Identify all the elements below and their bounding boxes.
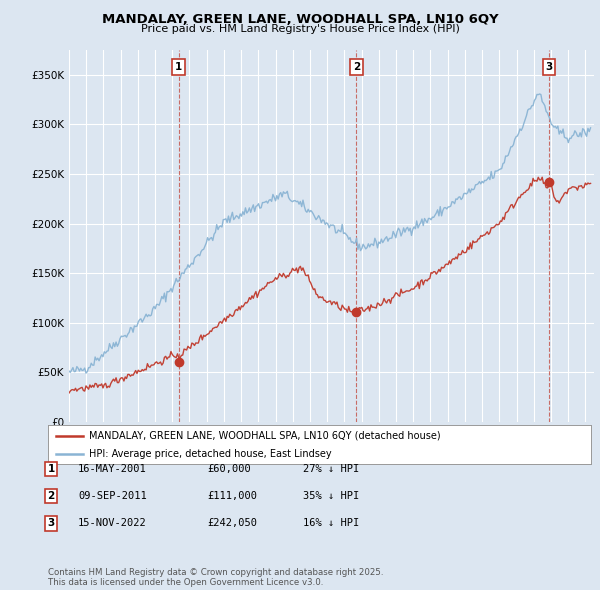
Text: Price paid vs. HM Land Registry's House Price Index (HPI): Price paid vs. HM Land Registry's House … — [140, 24, 460, 34]
Text: 15-NOV-2022: 15-NOV-2022 — [78, 519, 147, 528]
Text: 16-MAY-2001: 16-MAY-2001 — [78, 464, 147, 474]
Text: 09-SEP-2011: 09-SEP-2011 — [78, 491, 147, 501]
Text: MANDALAY, GREEN LANE, WOODHALL SPA, LN10 6QY: MANDALAY, GREEN LANE, WOODHALL SPA, LN10… — [101, 13, 499, 26]
Text: Contains HM Land Registry data © Crown copyright and database right 2025.
This d: Contains HM Land Registry data © Crown c… — [48, 568, 383, 587]
Text: 35% ↓ HPI: 35% ↓ HPI — [303, 491, 359, 501]
Text: 2: 2 — [47, 491, 55, 501]
Text: 3: 3 — [47, 519, 55, 528]
Text: £111,000: £111,000 — [207, 491, 257, 501]
Text: £242,050: £242,050 — [207, 519, 257, 528]
Text: 1: 1 — [47, 464, 55, 474]
Text: 27% ↓ HPI: 27% ↓ HPI — [303, 464, 359, 474]
Text: 2: 2 — [353, 62, 360, 72]
Text: 3: 3 — [545, 62, 553, 72]
Text: HPI: Average price, detached house, East Lindsey: HPI: Average price, detached house, East… — [89, 449, 331, 459]
Text: 16% ↓ HPI: 16% ↓ HPI — [303, 519, 359, 528]
Text: MANDALAY, GREEN LANE, WOODHALL SPA, LN10 6QY (detached house): MANDALAY, GREEN LANE, WOODHALL SPA, LN10… — [89, 431, 440, 441]
Text: 1: 1 — [175, 62, 182, 72]
Text: £60,000: £60,000 — [207, 464, 251, 474]
